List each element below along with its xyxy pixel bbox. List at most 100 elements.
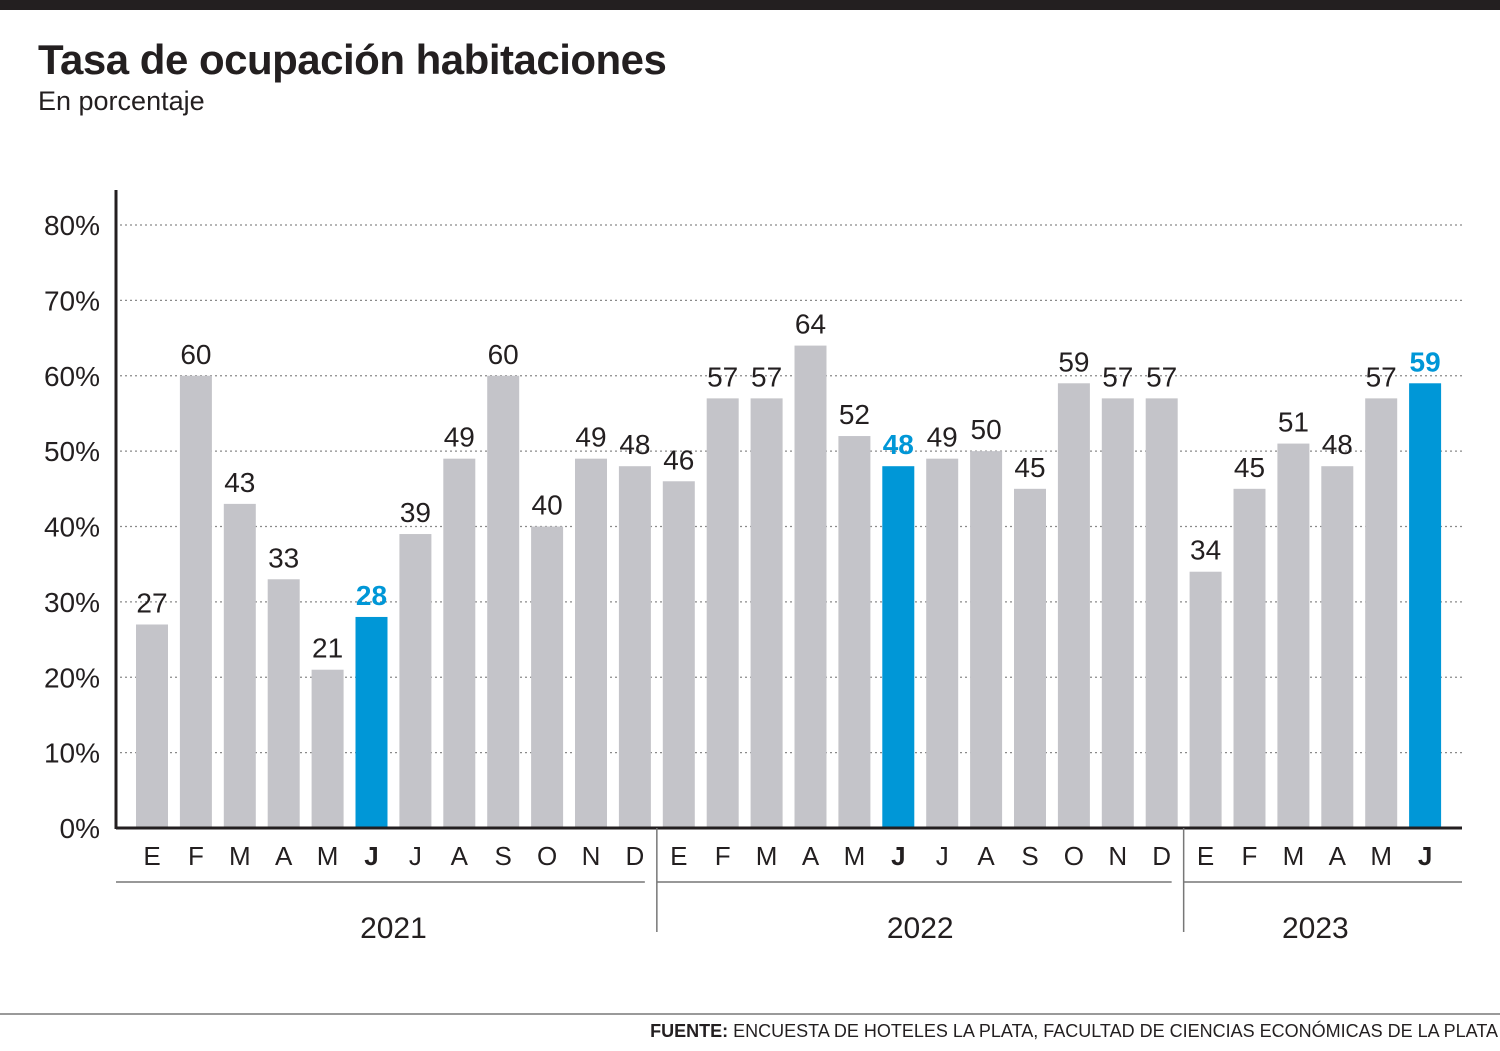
x-tick-label: A [977,841,995,871]
bar-highlight [355,616,388,828]
bar-highlight [1409,383,1442,828]
bar [399,534,432,828]
x-tick-label: A [1329,841,1347,871]
bar [223,503,256,828]
x-tick-label: E [143,841,160,871]
x-tick-label: A [451,841,469,871]
x-tick-label: D [1152,841,1171,871]
x-tick-label: F [715,841,731,871]
value-label: 48 [1322,429,1353,460]
bar [136,624,168,828]
bar [531,526,564,828]
x-tick-label: J [891,841,905,871]
x-tick-label: M [1283,841,1305,871]
year-label: 2023 [1282,912,1349,945]
value-label: 57 [1146,361,1177,392]
bottom-rule [0,1013,1500,1015]
bar [443,458,476,828]
bar [1101,398,1134,828]
bar [1014,488,1046,828]
x-tick-label: O [537,841,557,871]
value-label: 46 [663,444,694,475]
bar [1145,398,1178,828]
value-label: 64 [795,309,826,340]
bar [1189,571,1222,828]
x-tick-label: S [1021,841,1038,871]
bar [706,398,739,828]
bar-highlight [882,466,915,828]
x-tick-label: M [756,841,778,871]
y-tick-label: 40% [44,512,100,543]
y-tick-label: 60% [44,361,100,392]
y-tick-label: 30% [44,587,100,618]
bar [838,436,871,828]
bar [1233,488,1266,828]
bar [179,375,212,828]
bar [267,579,300,828]
value-label: 49 [575,422,606,453]
value-label: 57 [1102,361,1133,392]
x-tick-label: A [802,841,820,871]
x-tick-label: J [936,841,949,871]
value-label: 60 [488,339,519,370]
value-label: 40 [532,490,563,521]
y-tick-label: 10% [44,738,100,769]
source-note: FUENTE: ENCUESTA DE HOTELES LA PLATA, FA… [650,1021,1498,1042]
source-label: FUENTE: [650,1021,729,1041]
bar [794,345,827,828]
bar [1057,383,1090,828]
bar-chart: 0% 10% 20% 30% 40% 50% 60% 70% 80% 27 E 60 F 43 M 33 A 21… [44,190,1462,945]
value-label: 28 [356,580,387,611]
chart-title: Tasa de ocupación habitaciones [38,36,667,83]
value-label: 21 [312,633,343,664]
value-label: 39 [400,497,431,528]
bar [487,375,520,828]
x-tick-label: D [626,841,645,871]
x-tick-label: M [317,841,339,871]
bar [1321,466,1354,828]
value-label: 59 [1058,346,1089,377]
value-label: 57 [707,361,738,392]
x-tick-label: M [229,841,251,871]
y-tick-label: 50% [44,436,100,467]
source-text: ENCUESTA DE HOTELES LA PLATA, FACULTAD D… [733,1021,1498,1041]
value-label: 57 [1366,361,1397,392]
value-label: 50 [971,414,1002,445]
value-label: 57 [751,361,782,392]
x-tick-label: A [275,841,293,871]
x-tick-label: M [1370,841,1392,871]
bar [1365,398,1398,828]
y-tick-label: 80% [44,210,100,241]
value-label: 48 [619,429,650,460]
bar [926,458,959,828]
x-tick-label: J [364,841,378,871]
x-tick-label: E [670,841,687,871]
bar [575,458,607,828]
bar [618,466,651,828]
x-tick-label: M [844,841,866,871]
bar [1277,443,1310,828]
bar [970,451,1003,828]
x-tick-label: O [1064,841,1084,871]
year-label: 2022 [887,912,954,945]
value-label: 51 [1278,407,1309,438]
value-label: 27 [136,587,167,618]
value-label: 43 [224,467,255,498]
value-label: 34 [1190,535,1221,566]
year-label: 2021 [360,912,427,945]
y-tick-label: 0% [60,813,100,844]
x-tick-label: F [188,841,204,871]
value-label: 49 [927,422,958,453]
bar [750,398,783,828]
value-label: 59 [1410,346,1441,377]
value-label: 60 [180,339,211,370]
x-tick-label: S [495,841,512,871]
x-tick-label: E [1197,841,1214,871]
y-tick-label: 20% [44,662,100,693]
y-tick-label: 70% [44,285,100,316]
bar [311,669,344,828]
value-label: 45 [1014,452,1045,483]
x-tick-label: F [1242,841,1258,871]
value-label: 48 [883,429,914,460]
x-tick-label: J [1418,841,1432,871]
